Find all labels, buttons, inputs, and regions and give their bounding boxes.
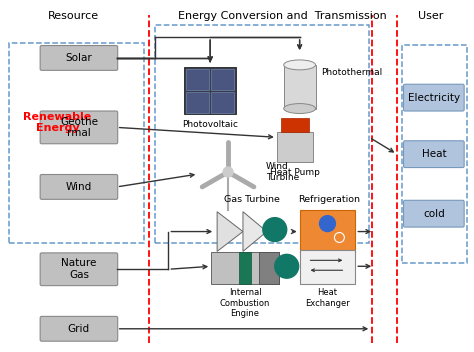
Text: Heat
Exchanger: Heat Exchanger [305,288,350,308]
Text: Grid: Grid [68,324,90,334]
Polygon shape [217,212,243,251]
Circle shape [263,218,287,241]
FancyBboxPatch shape [403,200,464,227]
Bar [186,69,209,90]
Bar [184,67,236,114]
Bar [300,210,356,253]
Circle shape [223,167,233,177]
Bar [281,119,309,132]
Text: Electricity: Electricity [408,93,460,103]
Circle shape [335,233,345,243]
Text: Energy Conversion and  Transmission: Energy Conversion and Transmission [178,11,387,21]
Bar [284,65,316,108]
Text: Renewable
Energy: Renewable Energy [23,112,91,133]
Polygon shape [243,212,267,251]
Ellipse shape [284,60,316,70]
Circle shape [275,254,299,278]
Text: User: User [418,11,444,21]
FancyBboxPatch shape [40,111,118,144]
Text: cold: cold [423,209,445,219]
Bar [259,252,279,284]
Bar [186,92,209,113]
Text: Internal
Combustion
Engine: Internal Combustion Engine [220,288,270,318]
FancyBboxPatch shape [40,253,118,285]
Bar [211,92,234,113]
FancyBboxPatch shape [403,141,464,168]
Bar [211,69,234,90]
Circle shape [319,216,336,232]
Text: Photovoltaic: Photovoltaic [182,120,238,130]
Text: Geothe
rmal: Geothe rmal [60,117,98,138]
Text: Solar: Solar [65,53,92,63]
Text: Refrigeration: Refrigeration [299,195,360,204]
FancyBboxPatch shape [40,175,118,199]
FancyBboxPatch shape [403,84,464,111]
FancyBboxPatch shape [40,45,118,70]
Text: Heat: Heat [421,149,446,159]
Bar [239,252,251,284]
Text: Wind: Wind [66,182,92,192]
Bar [300,250,356,284]
FancyBboxPatch shape [40,316,118,341]
Ellipse shape [284,103,316,113]
Text: Gas Turbine: Gas Turbine [224,195,280,204]
Text: Wind
Turbine: Wind Turbine [266,162,299,182]
Bar [277,132,312,162]
Text: Nature
Gas: Nature Gas [61,258,97,280]
Bar [402,45,466,263]
Text: Heat Pump: Heat Pump [270,168,319,177]
Bar [9,43,144,244]
Bar [155,25,369,244]
Text: Resource: Resource [47,11,99,21]
Text: Photothermal: Photothermal [321,68,383,77]
Bar [211,252,279,284]
